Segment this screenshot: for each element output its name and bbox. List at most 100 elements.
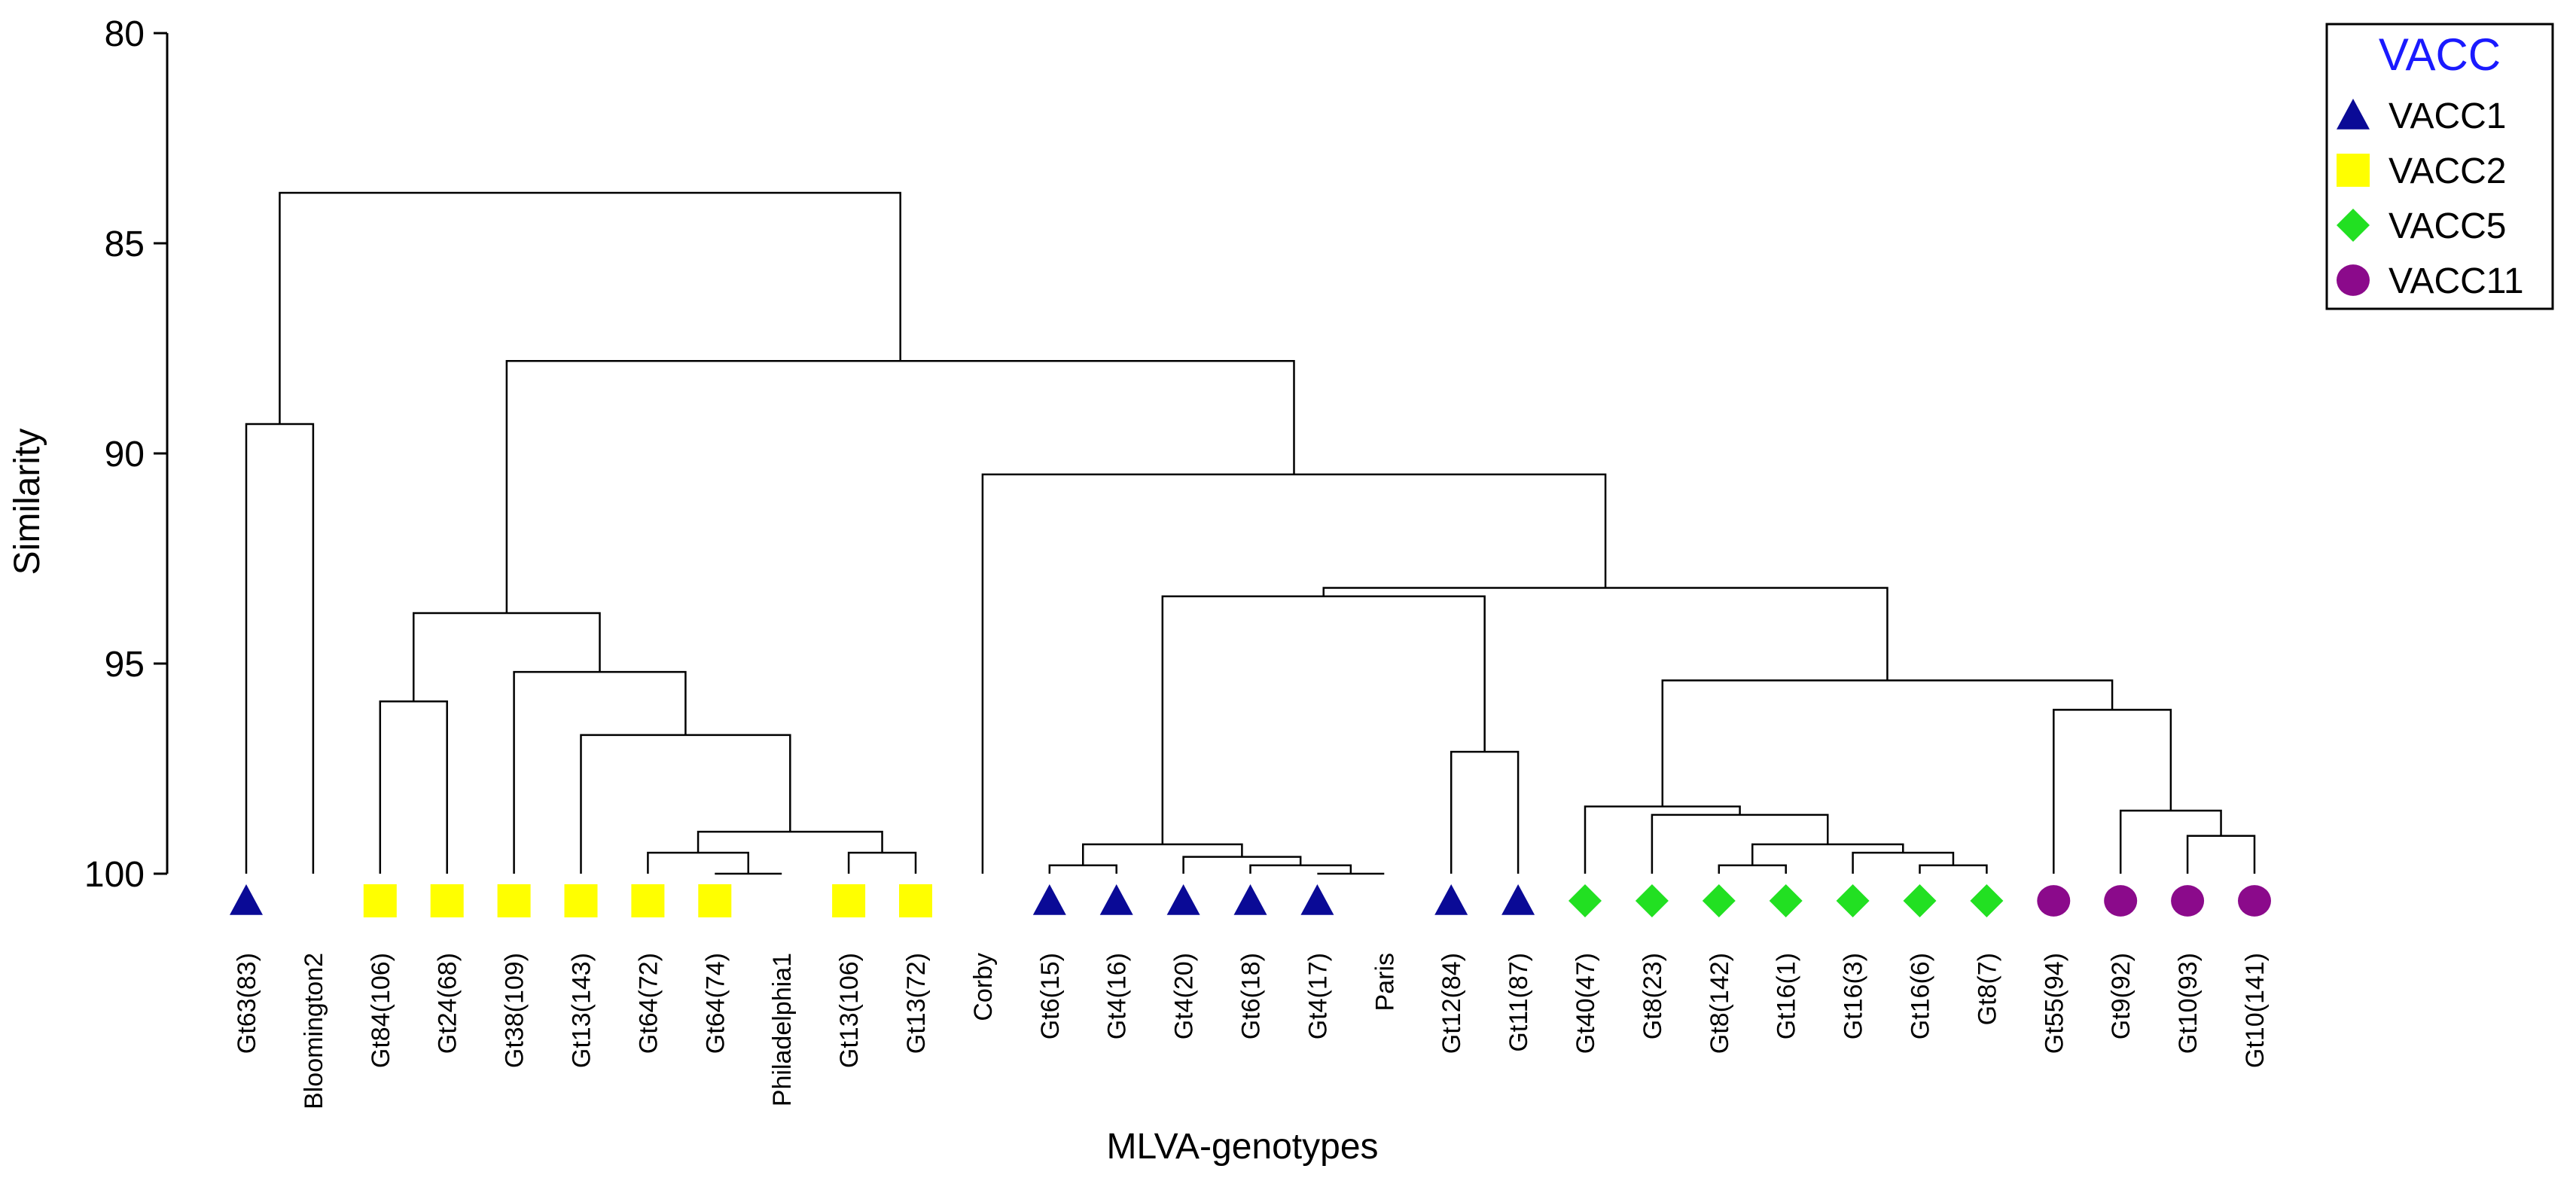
branch-n8	[513, 670, 687, 874]
branch-n23	[2186, 835, 2256, 874]
branch-n19	[1852, 851, 1955, 874]
leaf-label: Gt64(74)	[701, 953, 730, 1054]
leaf-label: Gt16(3)	[1840, 953, 1868, 1039]
leaf-label: Corby	[969, 953, 998, 1021]
leaf-label: Gt12(84)	[1437, 953, 1466, 1054]
branch-n26	[1661, 679, 2114, 807]
branch-n25	[2053, 709, 2172, 874]
legend: VACC VACC1 VACC2 VACC5 VACC11	[2325, 23, 2554, 310]
leaf-marker-square-icon	[698, 884, 732, 917]
leaf-label: Gt16(1)	[1773, 953, 1801, 1039]
leaf-label: Gt11(87)	[1504, 953, 1533, 1052]
branch-n13	[1048, 864, 1117, 874]
branch-n20	[1751, 843, 1904, 865]
leaf-marker-triangle-icon	[1300, 884, 1334, 915]
leaf-label: Gt13(143)	[568, 953, 596, 1068]
leaf-marker-circle-icon	[2104, 885, 2138, 917]
legend-entry-label: VACC11	[2389, 261, 2524, 301]
leaf-label: Gt10(93)	[2174, 953, 2203, 1054]
branch-n15	[1450, 750, 1520, 874]
leaf-marker-triangle-icon	[230, 884, 263, 915]
branch-n29	[505, 359, 1295, 614]
leaf-label: Gt4(17)	[1303, 953, 1332, 1039]
leaf-marker-square-icon	[363, 884, 397, 917]
legend-entry-label: VACC1	[2389, 96, 2507, 136]
leaf-marker-triangle-icon	[1032, 884, 1066, 915]
x-axis-label: MLVA-genotypes	[1106, 1127, 1378, 1167]
leaf-marker-diamond-icon	[1769, 884, 1803, 917]
leaf-label: Gt13(72)	[902, 953, 931, 1054]
y-tick-label: 100	[84, 855, 145, 895]
leaf-label: Gt4(16)	[1103, 953, 1132, 1039]
leaf-label: Gt16(6)	[1907, 953, 1935, 1039]
y-tick-label: 80	[105, 14, 145, 54]
leaf-marker-diamond-icon	[1836, 884, 1870, 917]
leaf-label: Philadelphia1	[768, 953, 797, 1106]
branch-n1	[245, 423, 315, 874]
leaf-label: Gt84(106)	[367, 953, 395, 1068]
branch-n27	[1322, 587, 1889, 681]
leaf-label: Bloomington2	[300, 953, 328, 1109]
branch-n22	[1584, 805, 1741, 874]
leaf-label: Gt6(15)	[1036, 953, 1065, 1039]
leaf-label: Gt38(109)	[501, 953, 529, 1068]
legend-triangle-icon	[2337, 99, 2370, 130]
leaf-marker-circle-icon	[2238, 885, 2271, 917]
branch-n9	[413, 612, 601, 702]
branch-n5	[847, 851, 917, 874]
legend-circle-icon	[2337, 264, 2370, 296]
leaf-label: Gt8(142)	[1706, 953, 1734, 1054]
leaf-marker-square-icon	[631, 884, 665, 917]
leaf-marker-diamond-icon	[1635, 884, 1669, 917]
leaf-marker-square-icon	[832, 884, 866, 917]
leaf-marker-triangle-icon	[1233, 884, 1267, 915]
leaf-marker-square-icon	[430, 884, 464, 917]
leaf-marker-diamond-icon	[1970, 884, 2004, 917]
y-tick-label: 90	[105, 435, 145, 475]
leaf-marker-circle-icon	[2171, 885, 2205, 917]
branch-n2	[379, 700, 448, 874]
branch-n28	[981, 473, 1607, 874]
leaf-label: Gt8(7)	[1973, 953, 2001, 1025]
leaf-labels: Gt63(83) Bloomington2 Gt84(106) Gt24(68) Gt3…	[233, 953, 2270, 1109]
leaf-label: Gt9(92)	[2107, 953, 2135, 1039]
leaf-marker-triangle-icon	[1099, 884, 1133, 915]
leaf-label: Gt40(47)	[1572, 953, 1600, 1054]
leaf-label: Gt63(83)	[233, 953, 261, 1054]
leaf-label: Gt64(72)	[634, 953, 663, 1054]
leaf-label: Gt4(20)	[1170, 953, 1199, 1039]
branch-n30	[279, 191, 901, 424]
leaf-label: Gt24(68)	[434, 953, 462, 1054]
legend-entry-label: VACC5	[2389, 206, 2507, 246]
branch-n4	[647, 851, 749, 874]
leaf-marker-diamond-icon	[1903, 884, 1937, 917]
branch-n16	[1161, 595, 1486, 844]
leaf-marker-diamond-icon	[1568, 884, 1602, 917]
leaf-label: Gt10(141)	[2241, 953, 2270, 1068]
branch-n17	[1718, 864, 1787, 874]
leaf-marker-triangle-icon	[1166, 884, 1200, 915]
leaf-label: Gt8(23)	[1639, 953, 1667, 1039]
legend-entry-label: VACC2	[2389, 151, 2507, 191]
y-axis-label: Similarity	[8, 429, 47, 575]
legend-diamond-icon	[2337, 209, 2370, 242]
legend-square-icon	[2337, 154, 2370, 187]
leaf-label: Paris	[1370, 953, 1399, 1011]
leaf-label: Gt55(94)	[2040, 953, 2068, 1054]
y-axis: 80 85 90 95 100	[84, 14, 169, 895]
leaf-label: Gt13(106)	[835, 953, 864, 1068]
leaf-marker-square-icon	[497, 884, 531, 917]
branch-n11	[1249, 864, 1352, 874]
y-tick-label: 85	[105, 224, 145, 264]
branch-n6	[697, 830, 883, 853]
leaf-marker-square-icon	[899, 884, 932, 917]
branch-n18	[1919, 864, 1988, 874]
legend-title: VACC	[2379, 29, 2501, 80]
leaf-markers	[230, 884, 2271, 917]
leaf-marker-diamond-icon	[1702, 884, 1736, 917]
branch-n24	[2119, 810, 2222, 874]
leaf-label: Gt6(18)	[1237, 953, 1266, 1039]
leaf-marker-triangle-icon	[1501, 884, 1535, 915]
leaf-marker-square-icon	[564, 884, 598, 917]
